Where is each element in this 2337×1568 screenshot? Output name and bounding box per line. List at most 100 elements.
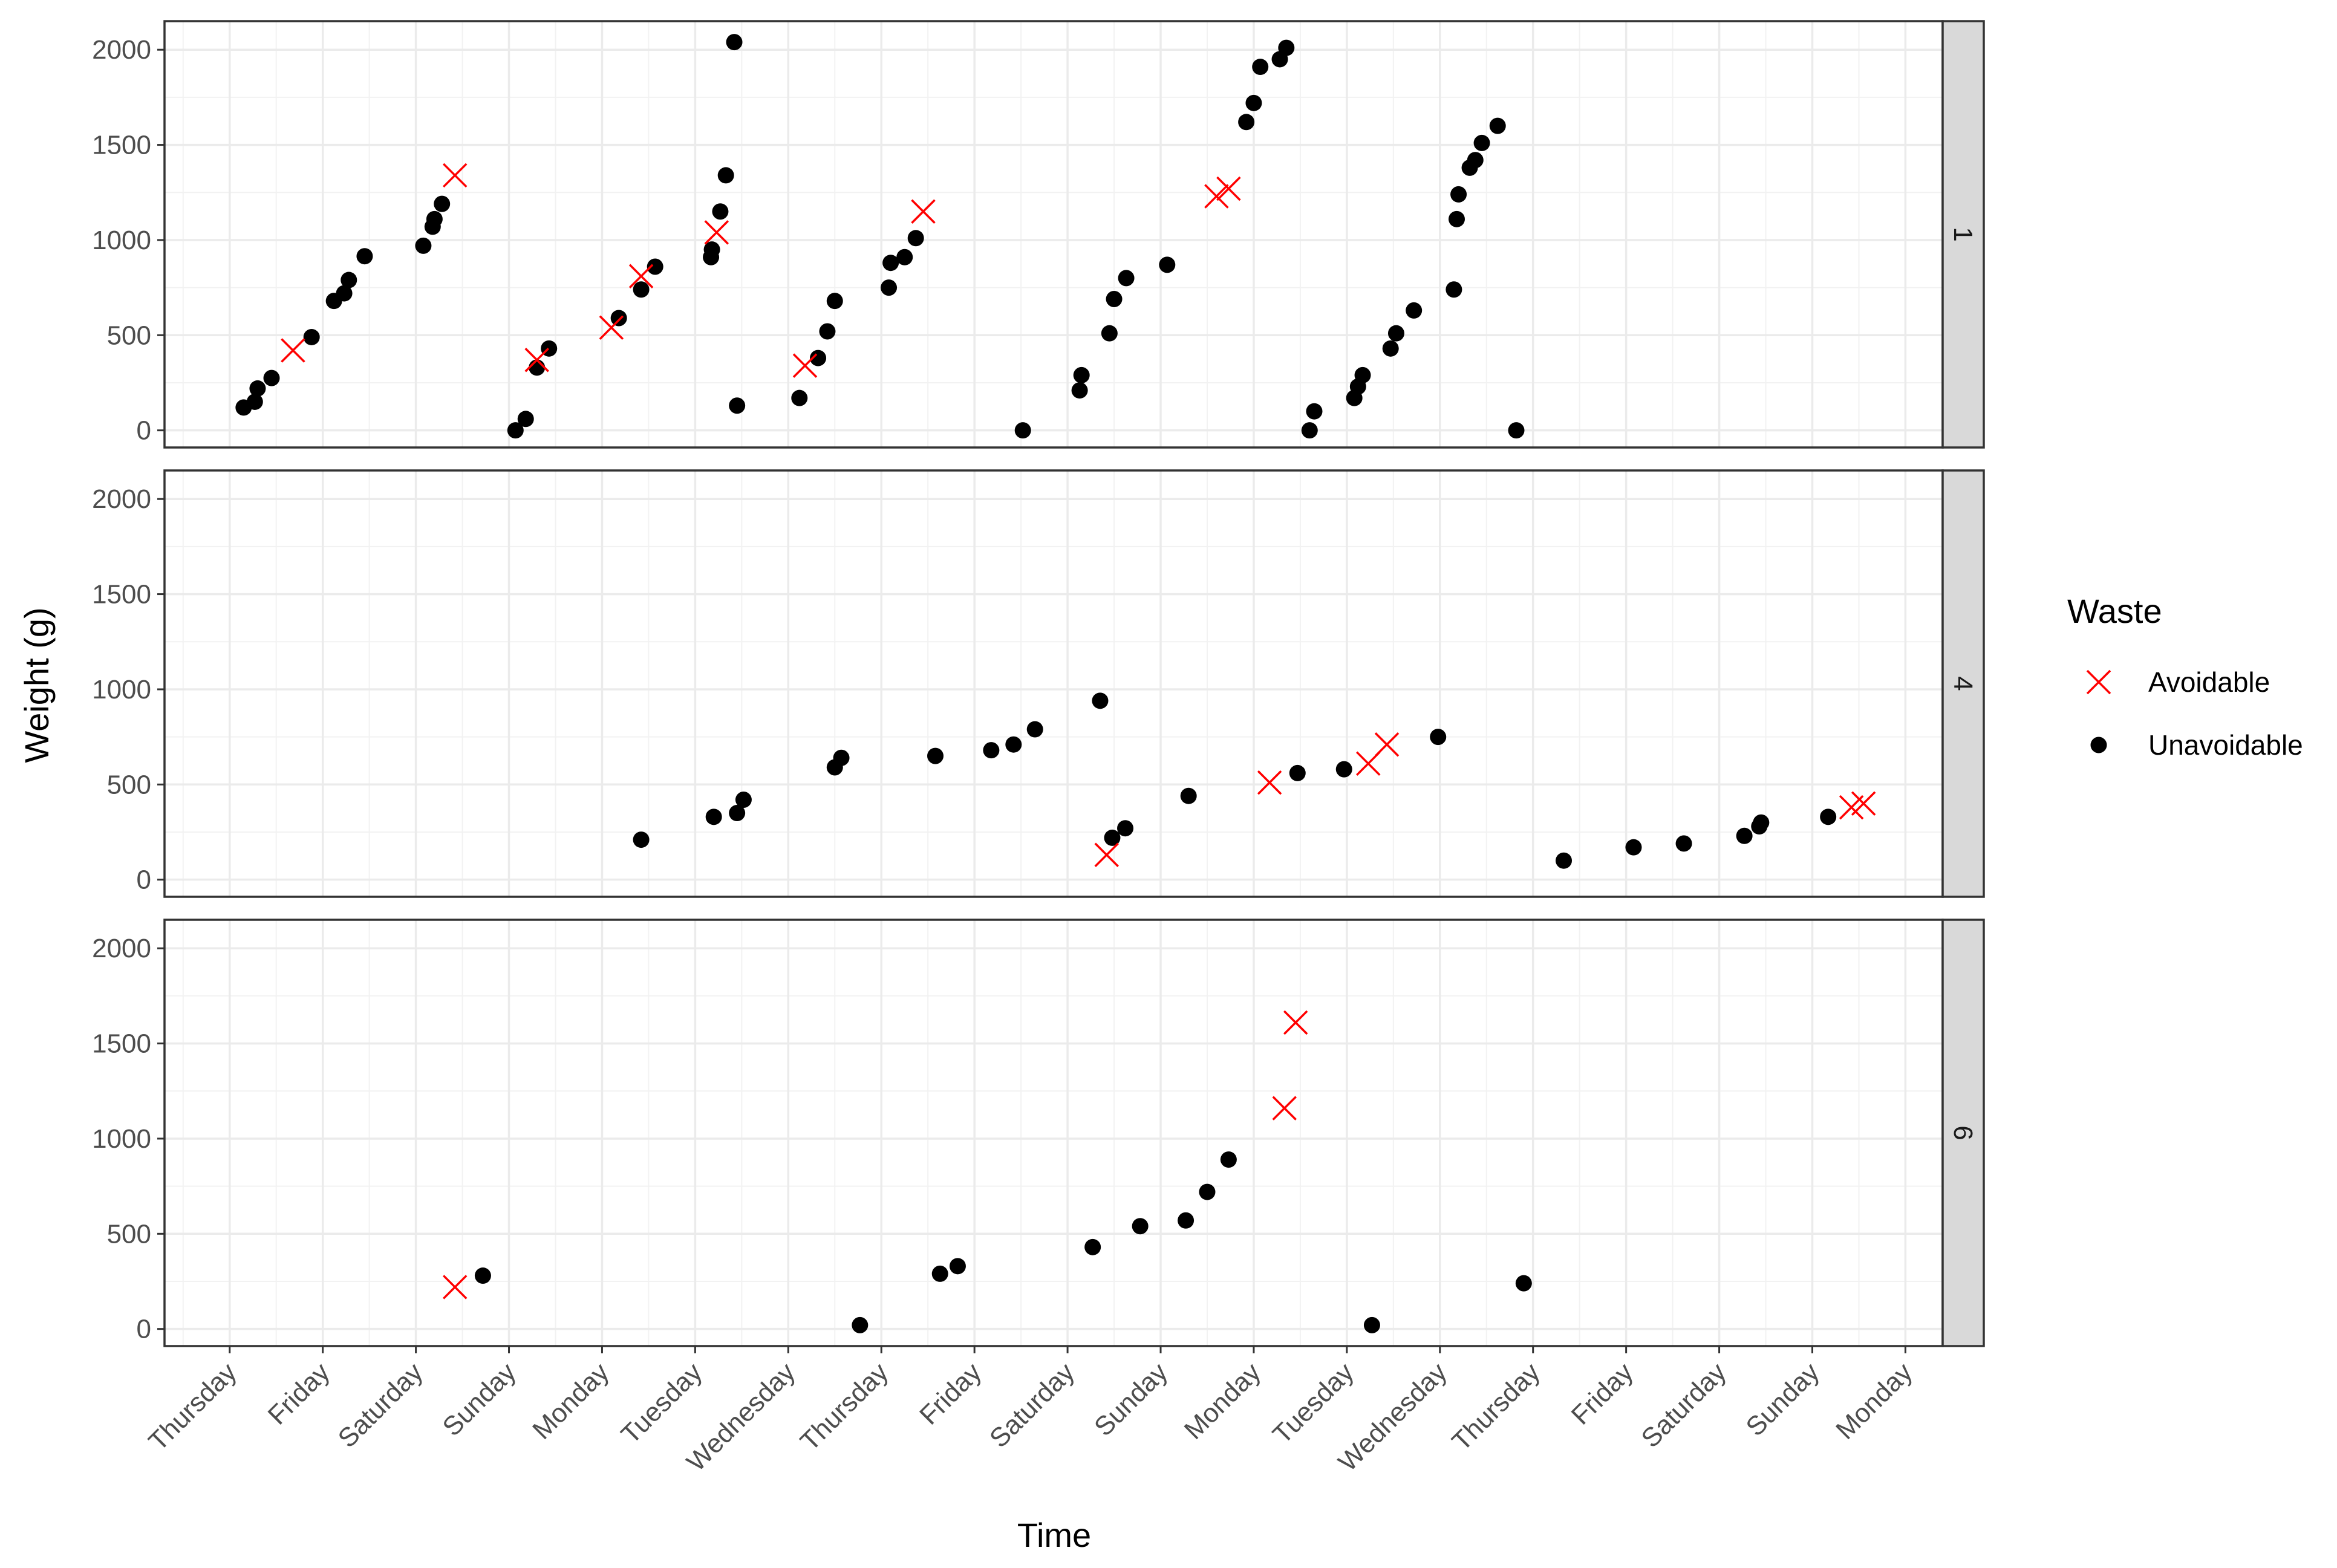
point-unavoidable	[1301, 422, 1318, 439]
legend-label: Avoidable	[2148, 666, 2270, 698]
point-unavoidable	[1387, 325, 1404, 342]
point-unavoidable	[1625, 839, 1642, 856]
x-tick-label: Thursday	[1446, 1357, 1545, 1456]
point-unavoidable	[1220, 1151, 1237, 1168]
point-unavoidable	[356, 248, 373, 265]
x-tick-label: Friday	[1566, 1357, 1639, 1430]
y-tick-label: 1000	[92, 1124, 151, 1154]
point-unavoidable	[1117, 820, 1134, 837]
point-avoidable	[1272, 1096, 1297, 1121]
point-avoidable	[911, 199, 936, 224]
facet-panel-1: 0 500 1000 1500 2000 1	[92, 20, 1985, 449]
panel-background	[165, 21, 1943, 447]
point-unavoidable	[529, 359, 546, 376]
point-unavoidable	[1450, 186, 1467, 203]
panel-background	[165, 920, 1943, 1346]
point-avoidable	[792, 353, 818, 378]
point-unavoidable	[1430, 729, 1447, 746]
x-axis-title: Time	[1017, 1516, 1091, 1554]
point-unavoidable	[729, 397, 746, 414]
point-unavoidable	[1306, 403, 1323, 420]
x-tick-label: Tuesday	[1267, 1357, 1360, 1449]
point-unavoidable	[246, 393, 263, 410]
point-unavoidable	[1508, 422, 1525, 439]
point-unavoidable	[341, 272, 357, 288]
point-unavoidable	[927, 747, 944, 764]
legend-title: Waste	[2067, 592, 2162, 630]
point-unavoidable	[633, 281, 650, 298]
legend-label: Unavoidable	[2148, 729, 2303, 761]
point-unavoidable	[705, 808, 722, 825]
point-unavoidable	[434, 195, 451, 212]
y-axis-title: Weight (g)	[18, 607, 56, 763]
y-tick-label: 500	[107, 1219, 151, 1249]
y-tick-label: 0	[137, 865, 151, 895]
point-unavoidable	[833, 749, 850, 766]
point-unavoidable	[1446, 281, 1462, 298]
point-unavoidable	[1118, 270, 1135, 287]
panels-layer: 0 500 1000 1500 2000 1 0 500 1000 1500 2000 4 0 500 10…	[92, 20, 1985, 1347]
point-unavoidable	[1026, 721, 1043, 738]
x-tick-label: Thursday	[143, 1357, 242, 1456]
point-unavoidable	[712, 203, 729, 220]
x-tick-label: Sunday	[1740, 1357, 1825, 1442]
legend-entry-unavoidable: Unavoidable	[2090, 729, 2303, 761]
facet-panel-6: 0 500 1000 1500 2000 6	[92, 919, 1985, 1347]
point-unavoidable	[1180, 787, 1197, 804]
point-unavoidable	[1467, 152, 1484, 169]
point-unavoidable	[703, 241, 720, 258]
y-tick-label: 1000	[92, 675, 151, 704]
point-unavoidable	[717, 167, 734, 184]
y-tick-label: 1000	[92, 226, 151, 255]
point-unavoidable	[1473, 134, 1490, 151]
point-unavoidable	[1278, 39, 1295, 56]
legend-entry-avoidable: Avoidable	[2086, 666, 2270, 698]
y-tick-label: 500	[107, 320, 151, 350]
facet-strip	[1941, 469, 1985, 898]
point-unavoidable	[881, 279, 898, 296]
point-unavoidable	[983, 742, 1000, 759]
point-unavoidable	[517, 411, 534, 428]
y-tick-label: 0	[137, 416, 151, 446]
facet-strip	[1941, 919, 1985, 1347]
point-unavoidable	[1406, 302, 1423, 319]
point-unavoidable	[1014, 422, 1031, 439]
point-avoidable	[1851, 791, 1876, 816]
panel-background	[165, 470, 1943, 897]
y-tick-label: 2000	[92, 35, 151, 65]
x-tick-label: Monday	[1830, 1357, 1918, 1445]
point-avoidable	[281, 338, 305, 363]
y-tick-label: 1500	[92, 1029, 151, 1059]
point-unavoidable	[1132, 1218, 1149, 1235]
point-unavoidable	[1199, 1183, 1216, 1200]
x-tick-label: Sunday	[437, 1357, 521, 1442]
y-tick-label: 2000	[92, 934, 151, 963]
point-avoidable	[1257, 770, 1282, 795]
facet-strip-label: 6	[1948, 1125, 1978, 1140]
point-unavoidable	[1101, 325, 1118, 342]
point-unavoidable	[949, 1258, 966, 1275]
x-tick-label: Sunday	[1089, 1357, 1173, 1442]
point-unavoidable	[1245, 94, 1262, 111]
point-unavoidable	[1736, 827, 1753, 844]
point-unavoidable	[415, 237, 432, 254]
point-avoidable	[1374, 732, 1400, 757]
facet-strip-label: 1	[1948, 227, 1978, 241]
y-tick-label: 500	[107, 770, 151, 799]
point-unavoidable	[1363, 1316, 1380, 1333]
point-unavoidable	[1354, 366, 1371, 383]
point-unavoidable	[852, 1316, 869, 1333]
point-unavoidable	[1556, 852, 1573, 869]
point-unavoidable	[729, 805, 746, 822]
point-unavoidable	[1252, 59, 1269, 76]
y-tick-label: 1500	[92, 131, 151, 160]
x-tick-label: Monday	[1179, 1357, 1266, 1445]
point-avoidable	[443, 163, 468, 188]
facet-strip	[1941, 20, 1985, 449]
point-avoidable	[1094, 842, 1119, 867]
x-tick-label: Monday	[527, 1357, 614, 1445]
point-avoidable	[1216, 176, 1241, 201]
point-avoidable	[524, 347, 549, 372]
legend: Waste Avoidable Unavoidable	[2067, 592, 2303, 761]
